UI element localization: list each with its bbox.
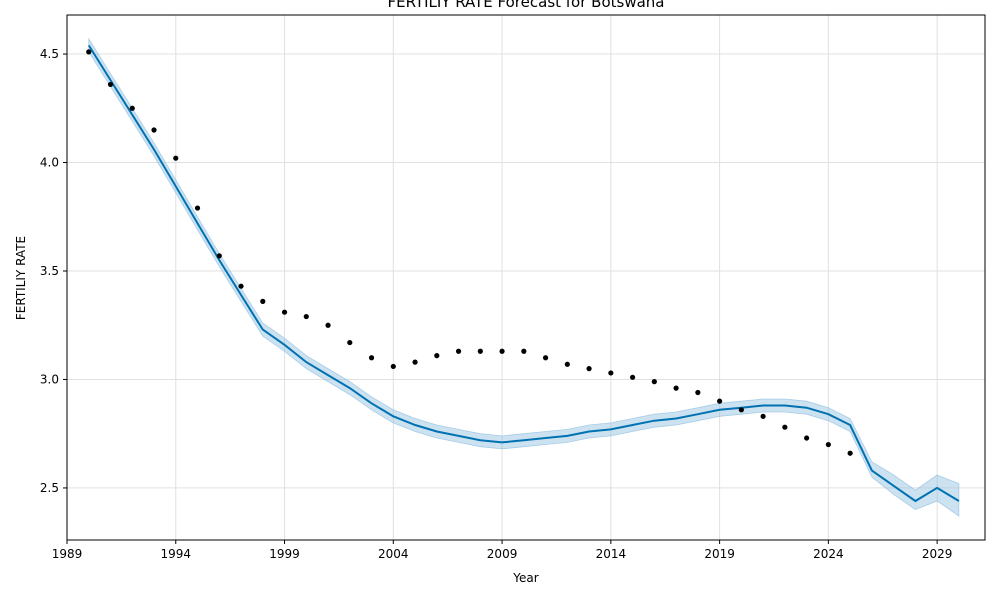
data-point bbox=[281, 309, 288, 315]
data-point bbox=[260, 298, 266, 304]
x-tick-label: 2004 bbox=[378, 547, 409, 561]
y-axis-label: FERTILIY RATE bbox=[14, 236, 28, 320]
data-point bbox=[455, 348, 462, 354]
data-point bbox=[586, 366, 592, 372]
y-tick-label: 2.5 bbox=[40, 481, 59, 495]
data-point bbox=[303, 313, 309, 320]
data-point bbox=[608, 370, 614, 376]
data-point bbox=[173, 155, 179, 161]
data-point bbox=[673, 385, 679, 391]
data-point bbox=[782, 424, 788, 430]
data-point bbox=[434, 352, 440, 359]
data-point bbox=[412, 359, 418, 365]
data-point bbox=[847, 450, 853, 456]
y-tick-label: 3.0 bbox=[40, 372, 59, 386]
data-point bbox=[390, 363, 396, 370]
data-point bbox=[238, 283, 244, 289]
x-tick-label: 1994 bbox=[160, 547, 191, 561]
data-point bbox=[129, 105, 135, 111]
grid-lines bbox=[66, 15, 985, 540]
data-point bbox=[86, 49, 92, 55]
x-tick-label: 2029 bbox=[922, 547, 953, 561]
data-point bbox=[629, 374, 636, 380]
data-point bbox=[695, 389, 701, 396]
data-point bbox=[564, 361, 570, 367]
data-point bbox=[499, 348, 505, 354]
x-axis: 1989 1994 1999 2004 2009 2014 2019 2024 2029 bbox=[52, 540, 953, 561]
x-axis-label: Year bbox=[512, 571, 538, 585]
data-point bbox=[521, 348, 527, 354]
data-point bbox=[542, 355, 549, 361]
forecast-series-line bbox=[87, 44, 960, 503]
y-tick-label: 3.5 bbox=[40, 264, 59, 278]
x-tick-label: 1999 bbox=[269, 547, 300, 561]
chart-title: FERTILIY RATE Forecast for Botswana bbox=[387, 0, 664, 11]
actual-points bbox=[86, 49, 853, 456]
data-point bbox=[804, 435, 810, 441]
forecast-line bbox=[87, 44, 960, 503]
data-point bbox=[717, 398, 723, 404]
data-point bbox=[477, 348, 483, 354]
x-tick-label: 2019 bbox=[704, 547, 735, 561]
data-point bbox=[368, 355, 375, 361]
data-point bbox=[738, 407, 744, 413]
data-point bbox=[760, 413, 766, 419]
x-tick-label: 2024 bbox=[813, 547, 844, 561]
data-point bbox=[107, 81, 114, 88]
x-tick-label: 2014 bbox=[596, 547, 627, 561]
data-point bbox=[651, 379, 657, 385]
data-point bbox=[151, 127, 157, 133]
y-axis: 2.5 3.0 3.5 4.0 4.5 bbox=[40, 47, 67, 495]
data-point bbox=[325, 322, 331, 328]
x-tick-label: 1989 bbox=[52, 547, 83, 561]
y-tick-label: 4.0 bbox=[40, 156, 59, 170]
data-point bbox=[216, 253, 222, 259]
x-tick-label: 2009 bbox=[487, 547, 518, 561]
data-point bbox=[194, 205, 201, 211]
data-point bbox=[825, 441, 831, 448]
data-point bbox=[347, 339, 353, 346]
plot-area bbox=[67, 15, 985, 540]
y-tick-label: 4.5 bbox=[40, 47, 59, 61]
plot-frame bbox=[66, 14, 986, 541]
